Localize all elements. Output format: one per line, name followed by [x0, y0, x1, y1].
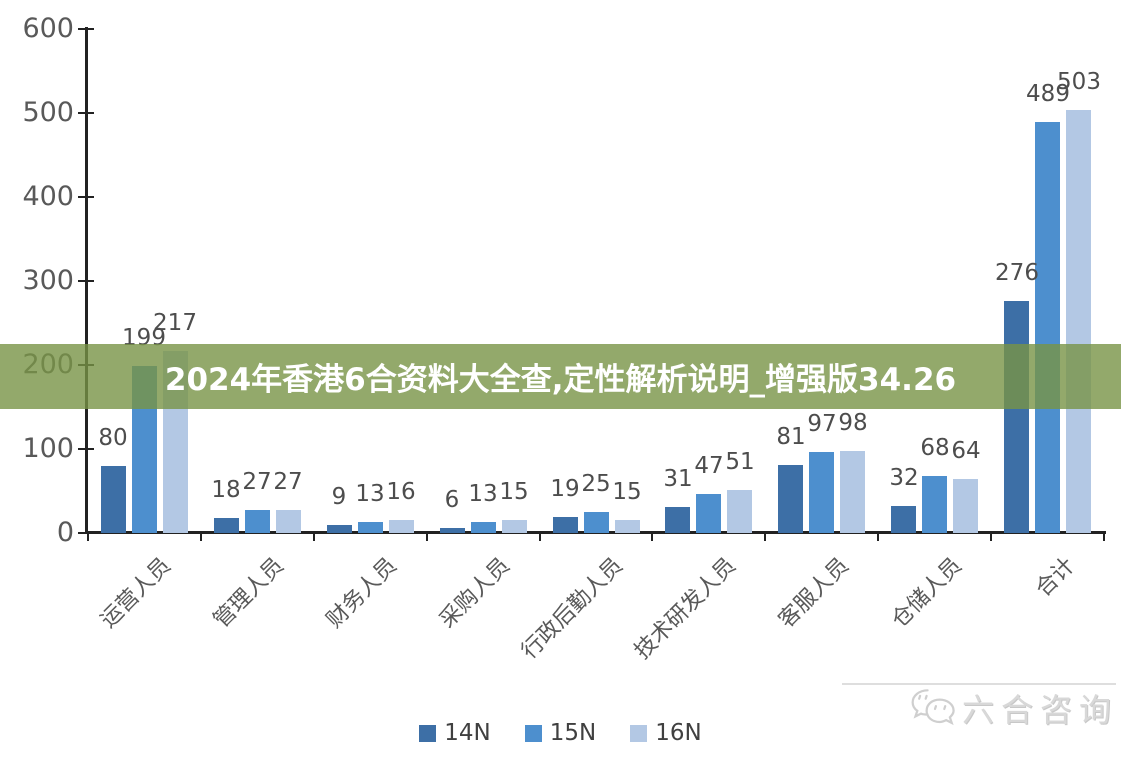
value-label: 9: [331, 484, 347, 510]
y-axis-tick: [78, 532, 94, 534]
value-label: 80: [98, 425, 128, 451]
x-axis-tick: [1103, 533, 1105, 541]
value-label: 27: [242, 469, 272, 495]
value-label: 31: [663, 466, 693, 492]
bar-14N: [778, 465, 803, 533]
bar-14N: [891, 506, 916, 533]
y-axis-tick: [78, 112, 94, 114]
x-axis-tick: [312, 533, 315, 541]
x-axis-tick: [538, 533, 541, 541]
value-label: 47: [694, 453, 724, 479]
bar-14N: [1004, 301, 1029, 533]
value-label: 97: [807, 411, 837, 437]
bar-16N: [1066, 110, 1091, 533]
value-label: 503: [1057, 69, 1101, 95]
value-label: 32: [889, 465, 919, 491]
y-axis-tick: [78, 280, 94, 282]
y-axis-tick: [78, 196, 94, 198]
bar-14N: [440, 528, 465, 533]
value-label: 489: [1026, 81, 1070, 107]
bar-16N: [389, 520, 414, 533]
y-axis-tick-label: 600: [22, 13, 74, 44]
value-label: 27: [273, 469, 303, 495]
watermark: 六合咨询: [908, 683, 1118, 733]
bar-14N: [101, 466, 126, 533]
legend-item-16N: 16N: [630, 720, 702, 746]
bar-15N: [584, 512, 609, 533]
bar-14N: [665, 507, 690, 533]
legend-label: 15N: [549, 720, 597, 746]
bar-16N: [727, 490, 752, 533]
watermark-divider-line: [842, 683, 1116, 685]
legend-label: 16N: [655, 720, 702, 746]
value-label: 15: [499, 479, 529, 505]
bar-15N: [245, 510, 270, 533]
y-axis-tick-label: 100: [22, 433, 74, 464]
watermark-text: 六合咨询: [961, 691, 1118, 729]
bar-14N: [327, 525, 352, 533]
x-axis-tick: [990, 533, 993, 541]
legend-item-15N: 15N: [524, 720, 597, 746]
x-axis-tick: [764, 533, 767, 541]
value-label: 276: [995, 260, 1039, 286]
y-axis-tick-label: 500: [22, 97, 74, 128]
y-axis-tick-label: 300: [22, 265, 74, 296]
value-label: 6: [444, 487, 460, 513]
bar-14N: [214, 518, 239, 533]
y-axis-tick-label: 400: [22, 181, 74, 212]
bar-16N: [502, 520, 527, 533]
x-axis-tick: [651, 533, 654, 541]
y-axis-tick: [78, 448, 94, 450]
value-label: 98: [838, 410, 868, 436]
value-label: 19: [550, 476, 580, 502]
x-axis-tick: [87, 533, 89, 541]
x-axis-tick: [425, 533, 428, 541]
bar-16N: [276, 510, 301, 533]
wechat-chat-bubbles-icon: [911, 689, 955, 726]
value-label: 64: [951, 438, 981, 464]
value-label: 51: [725, 449, 755, 475]
value-label: 13: [468, 481, 498, 507]
legend-swatch-15N: [524, 724, 542, 742]
bar-15N: [809, 452, 834, 533]
legend-swatch-14N: [419, 724, 437, 742]
value-label: 217: [153, 310, 197, 336]
bar-16N: [953, 479, 978, 533]
bar-16N: [615, 520, 640, 533]
bar-15N: [922, 476, 947, 533]
value-label: 68: [920, 435, 950, 461]
overlay-banner: 2024年香港6合资料大全查,定性解析说明_增强版34.26: [0, 344, 1121, 409]
y-axis-tick-label: 0: [56, 517, 74, 548]
value-label: 18: [211, 477, 241, 503]
bar-16N: [840, 451, 865, 533]
bar-15N: [1035, 122, 1060, 533]
value-label: 81: [776, 424, 806, 450]
value-label: 25: [581, 471, 611, 497]
bar-15N: [471, 522, 496, 533]
value-label: 13: [355, 481, 385, 507]
legend-label: 14N: [444, 720, 491, 746]
bar-15N: [696, 494, 721, 533]
bar-14N: [553, 517, 578, 533]
chart-legend: 14N 15N 16N: [0, 720, 1121, 746]
value-label: 16: [386, 479, 416, 505]
x-axis-tick: [199, 533, 202, 541]
value-label: 15: [612, 479, 642, 505]
y-axis-tick: [78, 28, 94, 30]
x-axis-tick: [877, 533, 880, 541]
legend-item-14N: 14N: [419, 720, 491, 746]
legend-swatch-16N: [630, 724, 648, 742]
overlay-banner-text: 2024年香港6合资料大全查,定性解析说明_增强版34.26: [164, 362, 957, 398]
bar-15N: [358, 522, 383, 533]
